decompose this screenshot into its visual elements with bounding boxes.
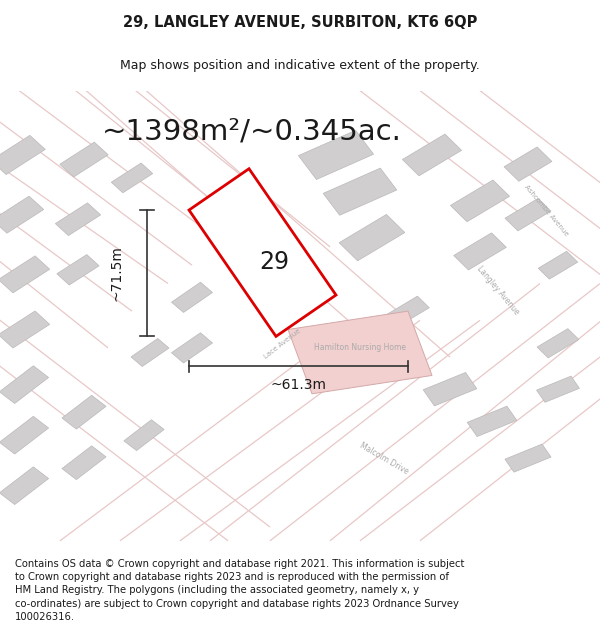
Polygon shape: [505, 198, 551, 231]
Polygon shape: [467, 406, 517, 436]
Text: Langley Avenue: Langley Avenue: [475, 264, 521, 317]
Polygon shape: [537, 329, 579, 358]
Text: Hamilton Nursing Home: Hamilton Nursing Home: [314, 343, 406, 352]
Text: ~71.5m: ~71.5m: [110, 245, 124, 301]
Polygon shape: [172, 282, 212, 312]
Polygon shape: [505, 444, 551, 472]
Polygon shape: [288, 311, 432, 394]
Polygon shape: [538, 251, 578, 279]
Polygon shape: [189, 169, 336, 336]
Text: Map shows position and indicative extent of the property.: Map shows position and indicative extent…: [120, 59, 480, 72]
Polygon shape: [451, 180, 509, 222]
Polygon shape: [339, 214, 405, 261]
Text: Lace Avenue: Lace Avenue: [263, 328, 301, 359]
Polygon shape: [423, 372, 477, 406]
Polygon shape: [60, 142, 108, 177]
Polygon shape: [504, 147, 552, 181]
Polygon shape: [387, 296, 429, 326]
Text: 29: 29: [260, 250, 290, 274]
Polygon shape: [323, 168, 397, 215]
Polygon shape: [536, 376, 580, 402]
Polygon shape: [172, 332, 212, 363]
Text: Malcolm Drive: Malcolm Drive: [358, 441, 410, 476]
Text: ~61.3m: ~61.3m: [271, 378, 326, 392]
Polygon shape: [0, 311, 50, 348]
Polygon shape: [454, 233, 506, 270]
Polygon shape: [0, 136, 45, 174]
Polygon shape: [124, 420, 164, 451]
Polygon shape: [298, 131, 374, 179]
Polygon shape: [0, 416, 49, 454]
Polygon shape: [0, 196, 44, 233]
Polygon shape: [111, 163, 153, 192]
Polygon shape: [55, 203, 101, 236]
Text: 29, LANGLEY AVENUE, SURBITON, KT6 6QP: 29, LANGLEY AVENUE, SURBITON, KT6 6QP: [123, 15, 477, 30]
Polygon shape: [0, 467, 49, 504]
Polygon shape: [0, 366, 49, 404]
Polygon shape: [57, 254, 99, 285]
Polygon shape: [0, 256, 50, 293]
Polygon shape: [403, 134, 461, 176]
Text: Contains OS data © Crown copyright and database right 2021. This information is : Contains OS data © Crown copyright and d…: [15, 559, 464, 622]
Text: ~1398m²/~0.345ac.: ~1398m²/~0.345ac.: [102, 118, 402, 146]
Polygon shape: [62, 395, 106, 429]
Polygon shape: [131, 339, 169, 366]
Polygon shape: [62, 446, 106, 479]
Text: Ashcombe Avenue: Ashcombe Avenue: [523, 183, 569, 237]
